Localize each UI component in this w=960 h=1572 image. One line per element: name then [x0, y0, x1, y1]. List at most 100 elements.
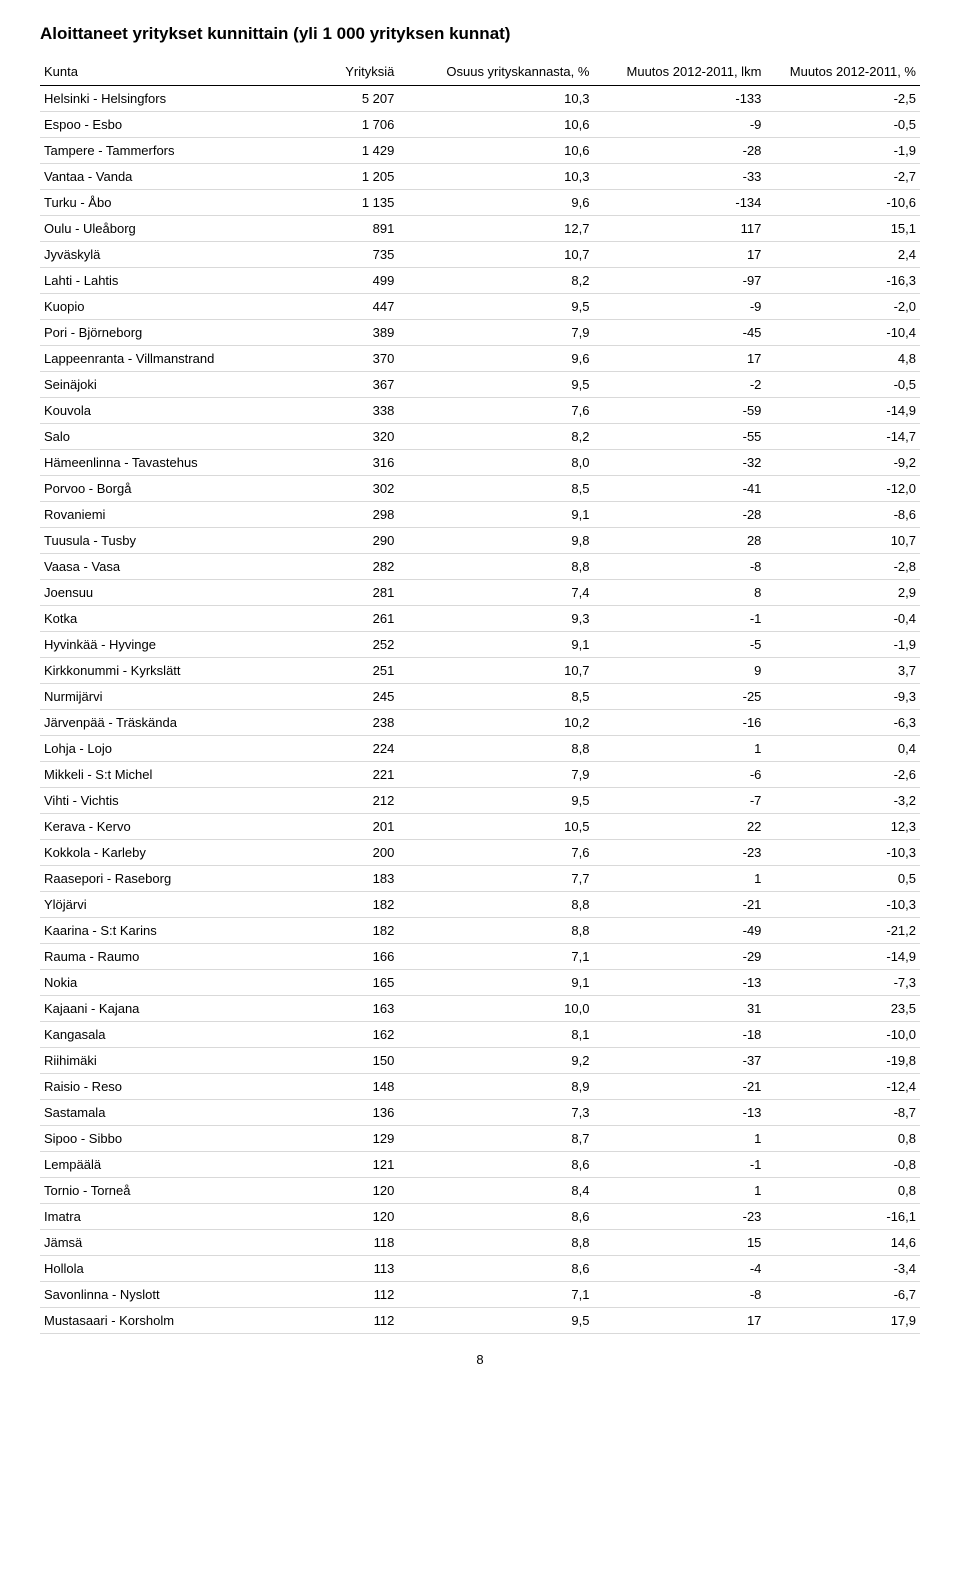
- table-cell: Vantaa - Vanda: [40, 164, 295, 190]
- table-cell: 7,9: [398, 320, 593, 346]
- table-cell: 261: [295, 606, 398, 632]
- page-number: 8: [40, 1352, 920, 1367]
- table-cell: 212: [295, 788, 398, 814]
- table-cell: 10,0: [398, 996, 593, 1022]
- table-cell: -6,7: [765, 1282, 920, 1308]
- table-cell: Oulu - Uleåborg: [40, 216, 295, 242]
- table-cell: 1 205: [295, 164, 398, 190]
- table-cell: -2,8: [765, 554, 920, 580]
- table-cell: 447: [295, 294, 398, 320]
- table-cell: 117: [593, 216, 765, 242]
- table-row: Espoo - Esbo1 70610,6-9-0,5: [40, 112, 920, 138]
- table-row: Mustasaari - Korsholm1129,51717,9: [40, 1308, 920, 1334]
- table-row: Kouvola3387,6-59-14,9: [40, 398, 920, 424]
- table-cell: 290: [295, 528, 398, 554]
- table-cell: 0,8: [765, 1178, 920, 1204]
- table-cell: -12,4: [765, 1074, 920, 1100]
- table-cell: 389: [295, 320, 398, 346]
- table-cell: -16: [593, 710, 765, 736]
- table-cell: -41: [593, 476, 765, 502]
- table-cell: -3,4: [765, 1256, 920, 1282]
- table-row: Mikkeli - S:t Michel2217,9-6-2,6: [40, 762, 920, 788]
- table-row: Riihimäki1509,2-37-19,8: [40, 1048, 920, 1074]
- table-cell: -16,1: [765, 1204, 920, 1230]
- table-cell: 1: [593, 1126, 765, 1152]
- table-cell: -59: [593, 398, 765, 424]
- table-cell: 9,5: [398, 788, 593, 814]
- table-cell: -25: [593, 684, 765, 710]
- table-cell: -9,2: [765, 450, 920, 476]
- table-cell: 14,6: [765, 1230, 920, 1256]
- table-row: Kokkola - Karleby2007,6-23-10,3: [40, 840, 920, 866]
- table-cell: 302: [295, 476, 398, 502]
- table-cell: 165: [295, 970, 398, 996]
- table-cell: 1: [593, 736, 765, 762]
- table-cell: 9,6: [398, 346, 593, 372]
- table-cell: -14,7: [765, 424, 920, 450]
- table-cell: 183: [295, 866, 398, 892]
- table-row: Vaasa - Vasa2828,8-8-2,8: [40, 554, 920, 580]
- table-cell: Jyväskylä: [40, 242, 295, 268]
- table-cell: 224: [295, 736, 398, 762]
- table-row: Imatra1208,6-23-16,1: [40, 1204, 920, 1230]
- table-cell: 9,1: [398, 502, 593, 528]
- table-cell: -28: [593, 502, 765, 528]
- table-row: Kuopio4479,5-9-2,0: [40, 294, 920, 320]
- table-row: Jyväskylä73510,7172,4: [40, 242, 920, 268]
- table-cell: 129: [295, 1126, 398, 1152]
- table-cell: -0,8: [765, 1152, 920, 1178]
- table-cell: 1 135: [295, 190, 398, 216]
- col-header: Muutos 2012-2011, %: [765, 58, 920, 86]
- table-cell: 298: [295, 502, 398, 528]
- table-cell: -0,5: [765, 372, 920, 398]
- table-cell: -4: [593, 1256, 765, 1282]
- table-cell: -33: [593, 164, 765, 190]
- table-cell: 4,8: [765, 346, 920, 372]
- table-cell: -32: [593, 450, 765, 476]
- table-cell: -8: [593, 1282, 765, 1308]
- table-cell: 112: [295, 1308, 398, 1334]
- table-cell: -10,6: [765, 190, 920, 216]
- table-row: Raisio - Reso1488,9-21-12,4: [40, 1074, 920, 1100]
- table-row: Seinäjoki3679,5-2-0,5: [40, 372, 920, 398]
- table-cell: -45: [593, 320, 765, 346]
- table-cell: -134: [593, 190, 765, 216]
- table-row: Salo3208,2-55-14,7: [40, 424, 920, 450]
- table-cell: 0,8: [765, 1126, 920, 1152]
- table-cell: 150: [295, 1048, 398, 1074]
- table-cell: Ylöjärvi: [40, 892, 295, 918]
- table-row: Tuusula - Tusby2909,82810,7: [40, 528, 920, 554]
- table-cell: 8,8: [398, 892, 593, 918]
- table-cell: 148: [295, 1074, 398, 1100]
- table-cell: 182: [295, 892, 398, 918]
- table-cell: Espoo - Esbo: [40, 112, 295, 138]
- table-row: Vihti - Vichtis2129,5-7-3,2: [40, 788, 920, 814]
- table-cell: -9: [593, 112, 765, 138]
- table-cell: 316: [295, 450, 398, 476]
- table-cell: 251: [295, 658, 398, 684]
- table-cell: Kouvola: [40, 398, 295, 424]
- table-row: Kerava - Kervo20110,52212,3: [40, 814, 920, 840]
- table-cell: 10,7: [398, 658, 593, 684]
- table-cell: 17,9: [765, 1308, 920, 1334]
- table-cell: 31: [593, 996, 765, 1022]
- table-cell: -2: [593, 372, 765, 398]
- table-cell: 8,6: [398, 1204, 593, 1230]
- table-cell: -5: [593, 632, 765, 658]
- table-cell: Joensuu: [40, 580, 295, 606]
- table-cell: -1,9: [765, 138, 920, 164]
- table-cell: 1 706: [295, 112, 398, 138]
- table-cell: 10,7: [765, 528, 920, 554]
- table-cell: 1: [593, 866, 765, 892]
- document-page: Aloittaneet yritykset kunnittain (yli 1 …: [0, 0, 960, 1387]
- table-cell: -12,0: [765, 476, 920, 502]
- table-cell: -13: [593, 1100, 765, 1126]
- table-row: Nokia1659,1-13-7,3: [40, 970, 920, 996]
- table-cell: Kerava - Kervo: [40, 814, 295, 840]
- table-cell: Turku - Åbo: [40, 190, 295, 216]
- table-cell: -1,9: [765, 632, 920, 658]
- table-cell: 320: [295, 424, 398, 450]
- table-cell: -14,9: [765, 398, 920, 424]
- table-cell: 9,5: [398, 372, 593, 398]
- table-cell: 8,0: [398, 450, 593, 476]
